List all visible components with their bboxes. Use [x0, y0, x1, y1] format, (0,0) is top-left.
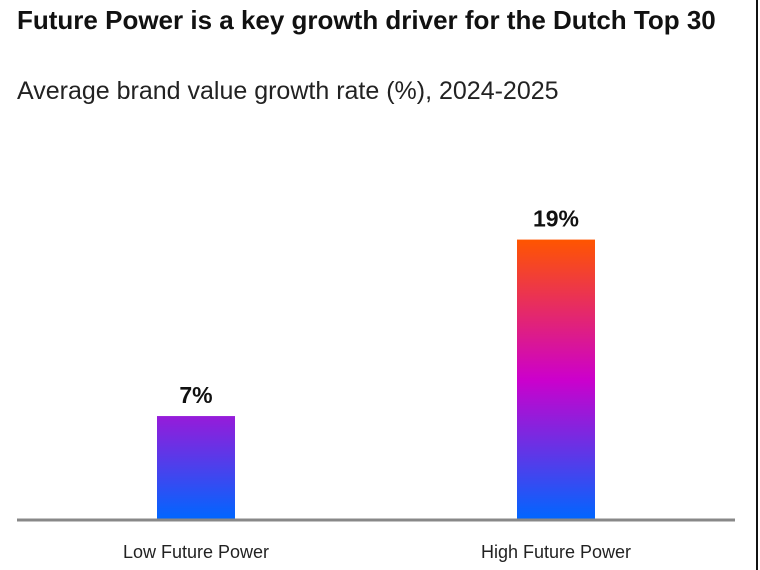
bar-1 — [517, 239, 595, 519]
chart-title: Future Power is a key growth driver for … — [17, 5, 716, 35]
data-label-0: 7% — [179, 382, 212, 408]
category-label-0: Low Future Power — [123, 542, 269, 562]
category-label-1: High Future Power — [481, 542, 631, 562]
bar-0 — [157, 416, 235, 519]
frame-border — [756, 0, 758, 570]
chart-subtitle: Average brand value growth rate (%), 202… — [17, 77, 559, 105]
data-label-1: 19% — [533, 206, 579, 232]
